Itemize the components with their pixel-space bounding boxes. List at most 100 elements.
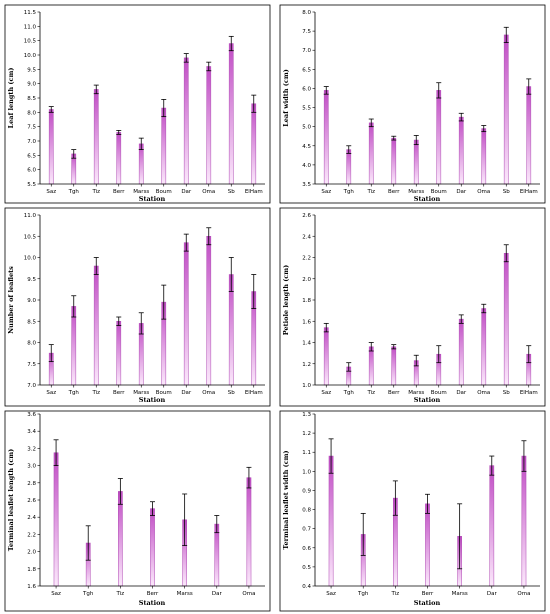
y-tick-label: 10.5 <box>24 234 37 240</box>
error-bar-tgh <box>71 149 77 159</box>
bar-dar <box>183 57 189 185</box>
chart-frame <box>279 207 546 407</box>
x-tick-label: Saz <box>326 591 336 597</box>
bar-elham <box>526 86 532 185</box>
x-tick-label: Oma <box>477 189 490 195</box>
x-axis-title: Station <box>139 396 166 404</box>
error-bar-saz <box>323 322 329 333</box>
x-ticks: Saz Tgh Tiz Berr Marss Dar Oma <box>51 586 255 597</box>
y-tick-label: 2.0 <box>27 550 36 556</box>
error-bar-dar <box>183 53 189 63</box>
x-tick-label: Saz <box>321 390 331 396</box>
x-ticks: Saz Tgh Tiz Berr Marss Boum Dar Oma Sb ElHam <box>321 184 538 195</box>
y-tick-label: 7.5 <box>27 125 36 131</box>
y-tick-label: 3.0 <box>27 464 36 470</box>
y-tick-label: 1.1 <box>302 450 311 456</box>
y-tick-label: 6.5 <box>27 153 36 159</box>
y-ticks: 1.0 1.2 1.4 1.6 1.8 2.0 2.2 2.4 2.6 <box>302 213 315 389</box>
y-tick-label: 0.8 <box>302 508 311 514</box>
chart-terminal-leaflet-length: 1.6 1.8 2.0 2.2 2.4 2.6 2.8 3.0 3.2 3.4 3.6 Saz Tgh… <box>4 410 271 612</box>
x-tick-label: ElHam <box>245 390 263 396</box>
x-tick-label: Marss <box>408 189 424 195</box>
x-ticks: Saz Tgh Tiz Berr Marss Boum Dar Oma Sb ElHam <box>46 184 263 195</box>
error-bar-marss <box>413 135 419 146</box>
x-tick-label: Tiz <box>91 390 100 396</box>
error-bar-tgh <box>360 512 366 556</box>
y-axis-title: Terminal leaflet width (cm) <box>282 450 290 549</box>
y-ticks: 1.6 1.8 2.0 2.2 2.4 2.6 2.8 3.0 3.2 3.4 3.6 <box>27 412 40 590</box>
y-tick-label: 2.0 <box>302 277 311 283</box>
y-ticks: 3.5 4.0 4.5 5.0 5.5 6.0 6.5 7.0 7.5 8.0 <box>302 10 315 188</box>
y-tick-label: 10.5 <box>24 39 37 45</box>
x-tick-label: Saz <box>321 189 331 195</box>
error-bar-dar <box>458 112 464 122</box>
bar-berr <box>116 321 122 386</box>
y-tick-label: 6.0 <box>302 86 311 92</box>
y-tick-label: 0.6 <box>302 546 311 552</box>
y-tick-label: 3.2 <box>27 446 36 452</box>
error-bar-marss <box>138 137 144 151</box>
y-tick-label: 2.6 <box>302 213 311 219</box>
y-tick-label: 10.0 <box>24 256 37 262</box>
x-tick-label: Saz <box>51 591 61 597</box>
error-bar-tgh <box>71 295 77 318</box>
bar-boum <box>161 107 167 185</box>
y-axis-title: Terminal leaflet length (cm) <box>7 449 15 551</box>
x-axis-title: Station <box>139 195 166 203</box>
error-bar-elham <box>526 345 532 364</box>
error-bar-dar <box>458 314 464 324</box>
x-tick-label: Tiz <box>116 591 125 597</box>
bar-oma <box>481 128 487 185</box>
y-tick-label: 8.5 <box>27 96 36 102</box>
error-bar-sb <box>503 244 509 263</box>
y-tick-label: 1.8 <box>27 567 36 573</box>
bar-tiz <box>118 491 123 587</box>
error-bar-tgh <box>85 525 91 561</box>
error-bar-marss <box>457 503 463 570</box>
y-tick-label: 7.0 <box>27 139 36 145</box>
bar-elham <box>251 103 257 185</box>
error-bar-dar <box>183 233 189 252</box>
error-bar-tgh <box>346 145 352 154</box>
y-tick-label: 2.8 <box>27 481 36 487</box>
error-bar-berr <box>425 493 430 514</box>
x-tick-label: Berr <box>147 591 159 597</box>
y-tick-label: 1.6 <box>27 584 36 590</box>
y-tick-label: 9.0 <box>27 82 36 88</box>
chart-leaf-width: 3.5 4.0 4.5 5.0 5.5 6.0 6.5 7.0 7.5 8.0 Saz Tgh Tiz… <box>279 4 546 204</box>
x-tick-label: Berr <box>422 591 434 597</box>
x-tick-label: Dar <box>212 591 223 597</box>
error-bar-sb <box>228 35 234 52</box>
x-tick-label: Sb <box>503 390 510 396</box>
bars <box>323 244 532 386</box>
error-bar-tiz <box>368 342 374 352</box>
y-tick-label: 2.2 <box>27 532 36 538</box>
error-bar-boum <box>436 345 442 364</box>
error-bar-saz <box>48 106 54 113</box>
y-tick-label: 8.0 <box>27 341 36 347</box>
y-tick-label: 2.2 <box>302 256 311 262</box>
bar-saz <box>328 455 334 587</box>
x-axis-title: Station <box>414 195 441 203</box>
y-axis-title: Leaf width (cm) <box>282 69 290 127</box>
chart-leaf-length: 5.5 6.0 6.5 7.0 7.5 8.0 8.5 9.0 9.5 10.0 10.5 11.0 1… <box>4 4 271 204</box>
error-bar-berr <box>116 316 122 326</box>
bars <box>53 439 252 587</box>
bar-saz <box>53 452 59 587</box>
bar-oma <box>246 477 252 587</box>
bar-berr <box>391 137 397 185</box>
y-ticks: 7.0 7.5 8.0 8.5 9.0 9.5 10.0 10.5 11.0 <box>24 213 40 389</box>
y-axis-title: Number of leaflets <box>7 266 15 334</box>
y-tick-label: 4.0 <box>302 163 311 169</box>
y-tick-label: 5.5 <box>27 182 36 188</box>
x-tick-label: Dar <box>487 591 498 597</box>
y-tick-label: 7.5 <box>27 362 36 368</box>
bar-sb <box>503 34 509 185</box>
x-tick-label: ElHam <box>520 390 538 396</box>
error-bar-sb <box>228 257 234 292</box>
bar-oma <box>206 236 212 386</box>
error-bar-oma <box>521 440 527 472</box>
error-bar-dar <box>214 515 220 534</box>
x-tick-label: Boum <box>156 390 172 396</box>
x-tick-label: Sb <box>228 390 235 396</box>
